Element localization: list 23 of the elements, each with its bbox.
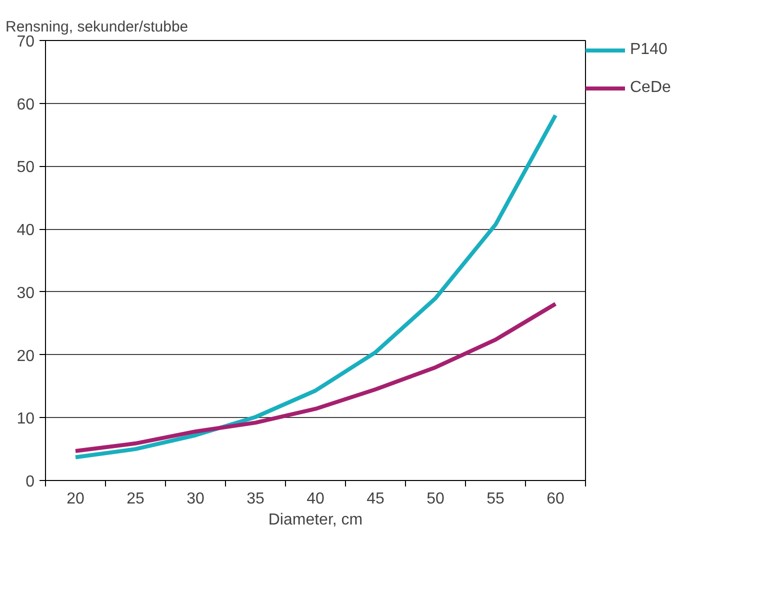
x-tick-label: 55 xyxy=(486,490,504,508)
x-tick-label: 35 xyxy=(246,490,264,508)
y-tick-label: 70 xyxy=(16,34,35,50)
y-tick-label: 20 xyxy=(16,348,35,365)
x-tick-label: 30 xyxy=(186,490,204,508)
y-tick-label: 30 xyxy=(16,284,35,302)
x-tick-label: 25 xyxy=(126,490,144,508)
line-series xyxy=(74,113,558,460)
y-tick-label: 0 xyxy=(26,474,35,490)
x-tick-label: 50 xyxy=(426,490,444,508)
y-tick-label: 10 xyxy=(16,410,35,428)
line-series xyxy=(74,302,558,453)
x-tick-label: 60 xyxy=(546,490,564,508)
legend-label: P140 xyxy=(630,41,668,59)
x-tick-label: 45 xyxy=(366,490,384,508)
y-tick-label: 50 xyxy=(16,159,35,176)
legend-label: CeDe xyxy=(630,79,671,97)
x-axis-title: Diameter, cm xyxy=(268,512,363,528)
x-tick-label: 40 xyxy=(306,490,324,508)
x-tick-label: 20 xyxy=(66,490,84,508)
y-axis-title: Rensning, sekunder/stubbe xyxy=(6,18,188,36)
y-tick-label: 40 xyxy=(16,222,35,240)
y-tick-label: 60 xyxy=(16,96,35,114)
